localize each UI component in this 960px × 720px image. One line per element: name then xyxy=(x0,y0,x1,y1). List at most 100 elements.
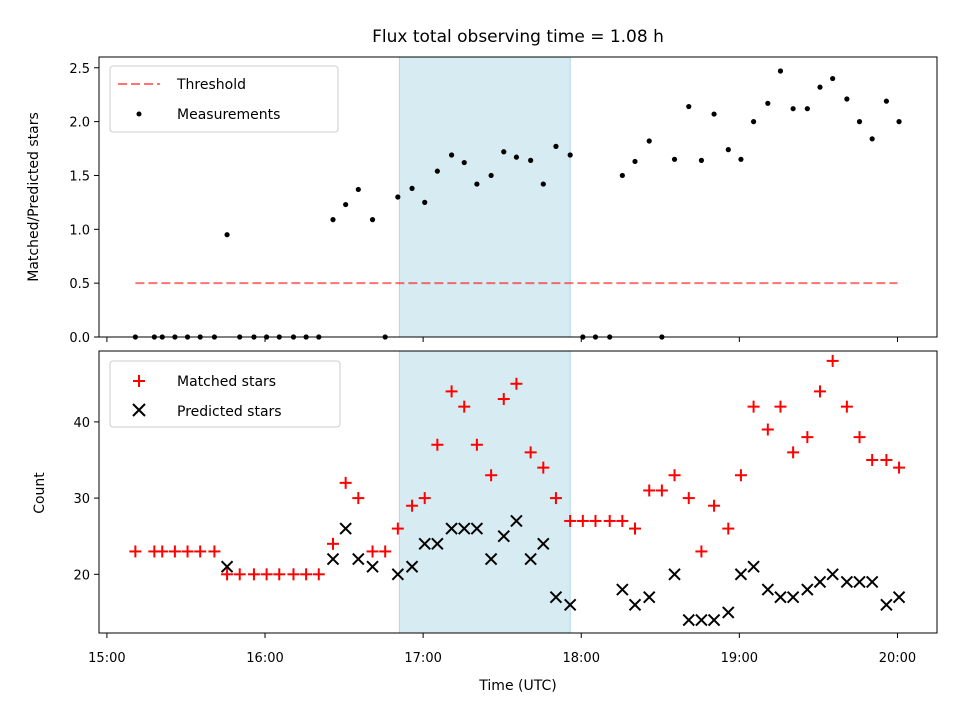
predicted-star-point xyxy=(682,613,695,627)
matched-star-point xyxy=(431,438,444,451)
measurement-point xyxy=(553,143,559,149)
matched-star-point xyxy=(458,400,471,413)
measurement-point xyxy=(856,119,863,125)
matched-star-point xyxy=(747,400,760,413)
measurement-point xyxy=(567,152,573,158)
predicted-star-point xyxy=(747,560,760,573)
measurement-point xyxy=(844,96,850,102)
legend-measurements-swatch xyxy=(136,111,142,117)
y-tick-label: 0.0 xyxy=(69,331,90,346)
predicted-star-point xyxy=(801,583,814,596)
matched-star-point xyxy=(668,469,681,482)
observing-window-shade xyxy=(398,56,571,338)
matched-star-point xyxy=(537,461,550,474)
matched-star-point xyxy=(564,514,577,527)
predicted-star-point xyxy=(761,583,775,596)
predicted-star-point xyxy=(220,560,234,573)
y-tick-label: 1.0 xyxy=(69,223,90,238)
predicted-star-point xyxy=(391,568,405,581)
predicted-star-point xyxy=(892,590,906,604)
measurement-point xyxy=(488,172,494,179)
matched-star-point xyxy=(643,484,656,497)
predicted-star-point xyxy=(431,537,444,551)
matched-star-point xyxy=(287,568,300,581)
matched-star-point xyxy=(866,453,879,466)
measurement-point xyxy=(698,157,705,163)
measurement-point xyxy=(686,103,692,110)
matched-star-point xyxy=(273,568,286,581)
measurement-point xyxy=(330,217,336,223)
measurement-point xyxy=(501,149,507,155)
matched-star-point xyxy=(510,377,523,390)
x-axis-label: Time (UTC) xyxy=(478,678,556,694)
predicted-star-point xyxy=(628,598,642,612)
x-tick-label: 17:00 xyxy=(404,651,441,666)
predicted-star-point xyxy=(563,598,577,612)
predicted-star-point xyxy=(616,583,629,596)
ratio-y-axis-label: Matched/Predicted stars xyxy=(26,112,42,282)
legend-predicted-swatch xyxy=(132,403,146,417)
measurement-point xyxy=(765,100,771,106)
measurement-point xyxy=(422,199,428,205)
predicted-star-point xyxy=(840,575,854,589)
count-plot-marks xyxy=(129,354,906,627)
measurement-point xyxy=(343,201,349,208)
matched-star-point xyxy=(406,499,419,512)
predicted-star-point xyxy=(813,575,827,589)
ratio-axes-frame xyxy=(98,56,938,338)
measurement-point xyxy=(224,232,230,238)
matched-star-point xyxy=(260,568,273,581)
count-legend: Matched stars Predicted stars xyxy=(109,360,341,428)
matched-star-point xyxy=(524,446,537,459)
matched-star-point xyxy=(853,431,866,444)
count-panel: 20 30 40 15:00 16:00 17:00 18:00 19:00 20:00 Cou… xyxy=(32,350,938,694)
measurement-point xyxy=(804,106,810,112)
chart-title: Flux total observing time = 1.08 h xyxy=(372,27,664,47)
measurement-point xyxy=(750,119,757,125)
predicted-star-point xyxy=(524,552,537,566)
measurement-point xyxy=(830,75,836,82)
predicted-star-point xyxy=(445,522,458,535)
matched-star-point xyxy=(181,545,194,558)
matched-star-point xyxy=(549,492,562,505)
matched-star-point xyxy=(826,354,839,367)
predicted-star-point xyxy=(774,590,787,604)
matched-star-point xyxy=(722,522,735,535)
matched-star-point xyxy=(734,469,747,482)
y-tick-label: 2.5 xyxy=(69,62,90,77)
matched-star-point xyxy=(603,514,616,527)
y-tick-label: 40 xyxy=(73,416,90,431)
count-y-axis-label: Count xyxy=(32,472,48,514)
predicted-star-point xyxy=(418,537,431,551)
measurement-point xyxy=(474,181,480,187)
matched-star-point xyxy=(194,545,207,558)
matched-star-point xyxy=(352,492,365,505)
matched-star-point xyxy=(576,514,589,527)
measurement-point xyxy=(395,194,401,200)
predicted-star-point xyxy=(326,552,340,566)
y-tick-label: 20 xyxy=(73,568,90,583)
x-tick-label: 20:00 xyxy=(879,651,916,666)
predicted-star-point xyxy=(484,552,498,566)
matched-star-point xyxy=(327,537,340,550)
predicted-star-point xyxy=(643,590,656,604)
matched-star-point xyxy=(233,568,246,581)
predicted-star-point xyxy=(707,613,721,627)
predicted-star-point xyxy=(510,514,523,528)
measurement-point xyxy=(369,217,376,223)
measurement-point xyxy=(461,159,467,166)
predicted-star-point xyxy=(537,537,550,551)
predicted-star-point xyxy=(826,568,839,581)
matched-star-point xyxy=(880,453,893,466)
ratio-legend: Threshold Measurements xyxy=(109,65,339,133)
matched-star-point xyxy=(616,514,629,527)
matched-star-point xyxy=(655,484,668,497)
predicted-star-point xyxy=(470,522,484,535)
y-tick-label: 0.5 xyxy=(69,277,90,292)
x-tick-label: 15:00 xyxy=(88,651,125,666)
predicted-star-point xyxy=(695,613,708,627)
y-tick-label: 1.5 xyxy=(69,169,90,184)
predicted-star-point xyxy=(366,560,379,573)
predicted-star-point xyxy=(497,529,510,543)
